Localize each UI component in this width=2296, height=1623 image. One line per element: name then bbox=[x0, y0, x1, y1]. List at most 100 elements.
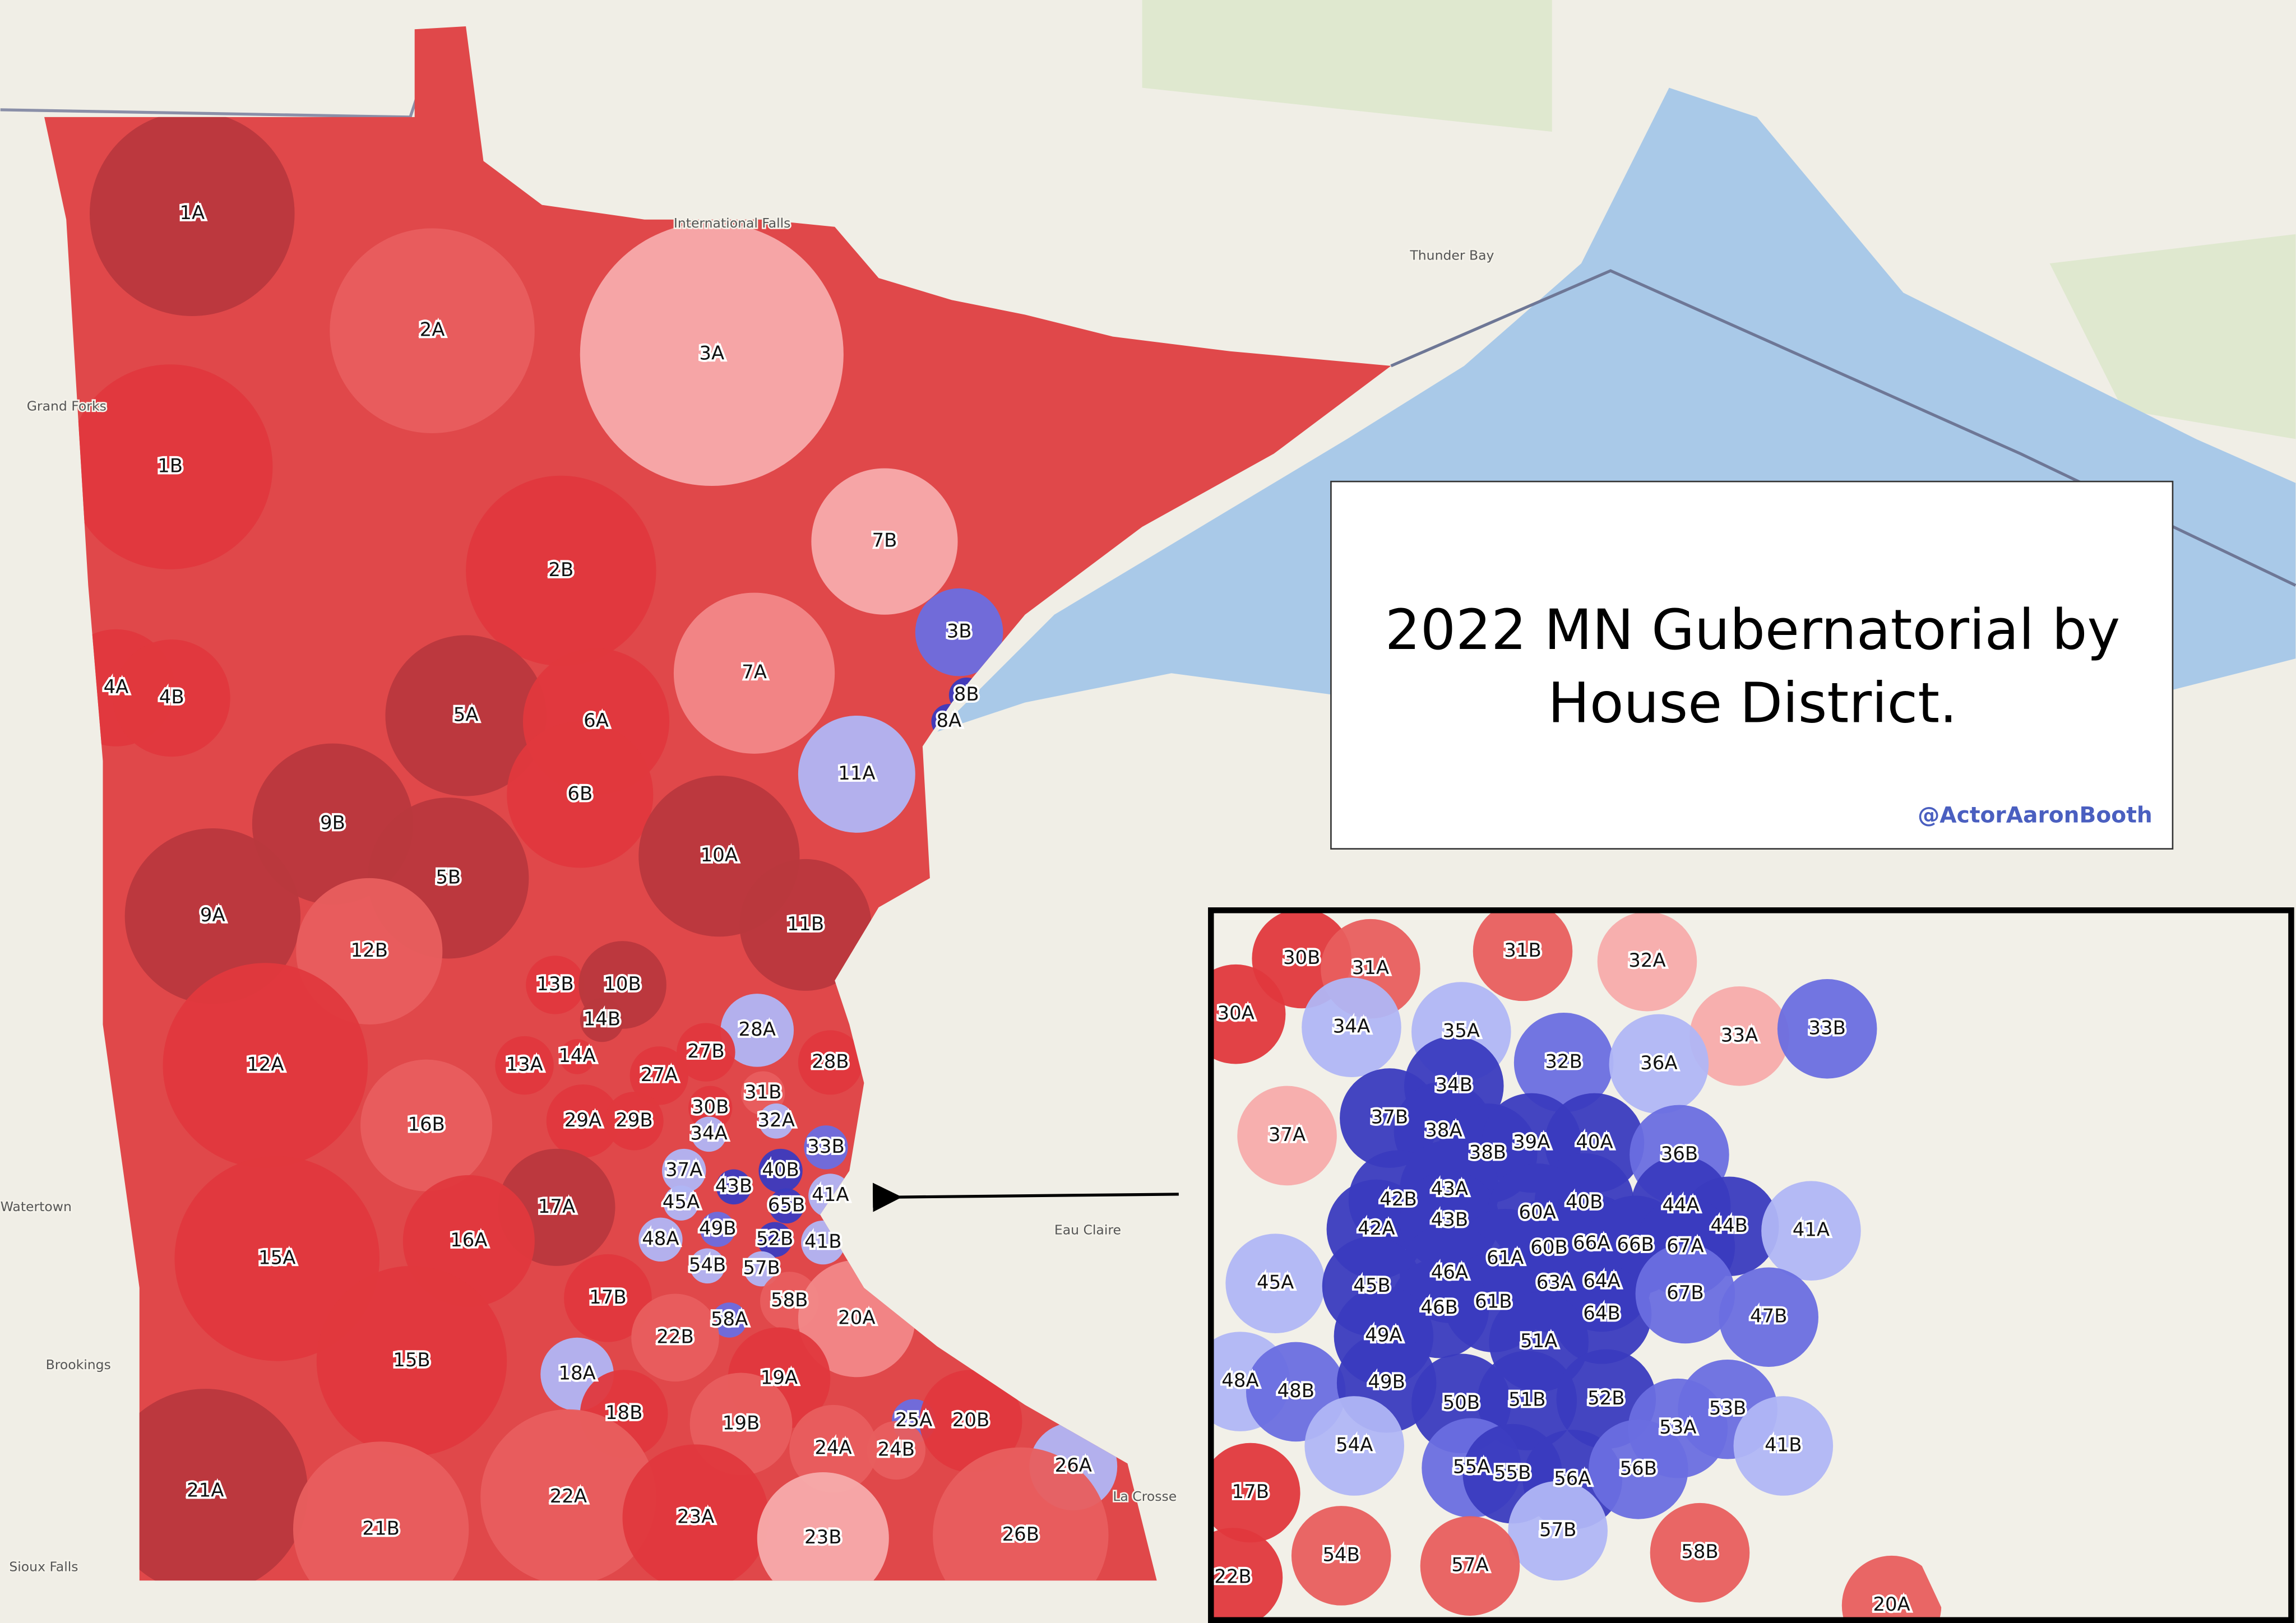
district-area bbox=[677, 1023, 735, 1082]
district-area bbox=[605, 1092, 664, 1151]
district-label: 3B bbox=[947, 620, 972, 643]
district-label: 52B bbox=[1587, 1387, 1624, 1409]
district-area bbox=[919, 1370, 1022, 1473]
district-label: 29A bbox=[564, 1109, 601, 1132]
district-label: 34B bbox=[1436, 1074, 1473, 1096]
district-label: 17B bbox=[589, 1286, 626, 1309]
district-area bbox=[163, 963, 368, 1168]
place-label: Sioux Falls bbox=[9, 1559, 78, 1574]
district-area bbox=[662, 1148, 706, 1193]
district-label: 6A bbox=[584, 710, 609, 732]
district-label: 1B bbox=[158, 455, 183, 477]
district-label: 8A bbox=[936, 710, 961, 732]
place-label: La Crosse bbox=[1113, 1488, 1177, 1504]
district-label: 66B bbox=[1617, 1234, 1654, 1256]
district-area bbox=[1733, 1396, 1834, 1496]
district-label: 26B bbox=[1002, 1523, 1039, 1546]
district-label: 55B bbox=[1494, 1462, 1531, 1484]
district-label: 58B bbox=[771, 1289, 808, 1311]
district-area bbox=[1211, 1528, 1283, 1620]
district-label: 46A bbox=[1431, 1261, 1468, 1283]
district-area bbox=[688, 1086, 733, 1130]
district-label: 22B bbox=[656, 1325, 693, 1348]
district-label: 56A bbox=[1554, 1468, 1591, 1490]
district-label: 21A bbox=[187, 1479, 224, 1501]
district-label: 38B bbox=[1469, 1141, 1506, 1163]
district-label: 23A bbox=[677, 1505, 714, 1528]
district-label: 20A bbox=[1873, 1593, 1910, 1616]
district-label: 48A bbox=[1221, 1370, 1258, 1392]
district-area bbox=[89, 111, 295, 317]
district-label: 51A bbox=[1520, 1330, 1557, 1352]
district-area bbox=[757, 1472, 889, 1581]
district-label: 12A bbox=[247, 1054, 284, 1076]
district-label: 43B bbox=[1431, 1208, 1468, 1231]
district-area bbox=[564, 1254, 652, 1342]
district-area bbox=[330, 228, 535, 433]
district-area bbox=[1304, 1396, 1404, 1496]
district-area bbox=[113, 639, 230, 757]
district-area bbox=[811, 468, 958, 615]
district-label: 13B bbox=[536, 973, 573, 995]
district-label: 48A bbox=[642, 1227, 679, 1250]
district-label: 49A bbox=[1365, 1324, 1402, 1347]
district-label: 43B bbox=[715, 1175, 752, 1197]
district-label: 18A bbox=[558, 1362, 595, 1385]
district-label: 42A bbox=[1358, 1217, 1395, 1240]
district-label: 9B bbox=[320, 812, 345, 834]
place-label: International Falls bbox=[674, 215, 791, 231]
district-label: 54B bbox=[689, 1254, 726, 1276]
district-label: 24B bbox=[878, 1438, 915, 1460]
district-area bbox=[769, 1188, 804, 1224]
district-label: 33B bbox=[1808, 1017, 1845, 1039]
district-area bbox=[124, 828, 301, 1004]
district-label: 40B bbox=[1566, 1191, 1603, 1213]
district-area bbox=[580, 998, 624, 1042]
district-area bbox=[691, 1116, 726, 1152]
district-label: 1A bbox=[179, 202, 205, 224]
district-area bbox=[1237, 1086, 1337, 1186]
district-label: 58A bbox=[711, 1308, 748, 1330]
district-label: 47B bbox=[1750, 1305, 1787, 1328]
district-label: 28B bbox=[812, 1050, 849, 1073]
district-area bbox=[546, 1084, 620, 1158]
district-label: 27A bbox=[641, 1064, 678, 1086]
district-label: 22A bbox=[550, 1485, 587, 1508]
district-area bbox=[758, 1103, 794, 1139]
district-label: 21B bbox=[362, 1517, 399, 1539]
district-label: 16B bbox=[408, 1114, 445, 1136]
district-area bbox=[1513, 1013, 1614, 1112]
district-label: 6B bbox=[567, 782, 592, 805]
district-label: 36B bbox=[1661, 1143, 1698, 1165]
district-label: 27B bbox=[687, 1040, 724, 1063]
district-label: 34A bbox=[1333, 1015, 1370, 1038]
district-label: 33B bbox=[807, 1135, 844, 1158]
district-label: 61A bbox=[1487, 1246, 1524, 1269]
district-label: 36A bbox=[1640, 1052, 1677, 1074]
district-label: 32A bbox=[1628, 949, 1665, 972]
district-area bbox=[174, 1156, 380, 1361]
district-label: 53B bbox=[1709, 1397, 1746, 1420]
district-label: 31B bbox=[1504, 939, 1541, 962]
district-area bbox=[663, 1185, 699, 1221]
district-label: 60A bbox=[1519, 1201, 1556, 1223]
district-label: 34A bbox=[690, 1122, 727, 1144]
district-label: 15A bbox=[258, 1246, 295, 1269]
district-areas bbox=[57, 111, 1118, 1581]
district-label: 44B bbox=[1710, 1214, 1747, 1237]
district-area bbox=[1689, 986, 1789, 1086]
place-labels: International Falls Thunder Bay Grand Fork… bbox=[0, 214, 1496, 1575]
district-label: 46B bbox=[1420, 1296, 1457, 1319]
district-label: 30B bbox=[1283, 947, 1320, 969]
district-label: 32B bbox=[1545, 1050, 1582, 1073]
district-label: 37A bbox=[1269, 1124, 1306, 1146]
district-label: 67A bbox=[1667, 1235, 1704, 1257]
district-label: 40B bbox=[762, 1159, 799, 1181]
district-label: 4B bbox=[159, 686, 184, 708]
district-label: 12B bbox=[351, 939, 388, 962]
place-label: Grand Forks bbox=[27, 398, 107, 414]
title-box bbox=[1330, 480, 2174, 850]
district-label: 57A bbox=[1451, 1554, 1488, 1576]
district-label: 37B bbox=[1371, 1106, 1408, 1129]
district-label: 54A bbox=[1336, 1434, 1373, 1457]
